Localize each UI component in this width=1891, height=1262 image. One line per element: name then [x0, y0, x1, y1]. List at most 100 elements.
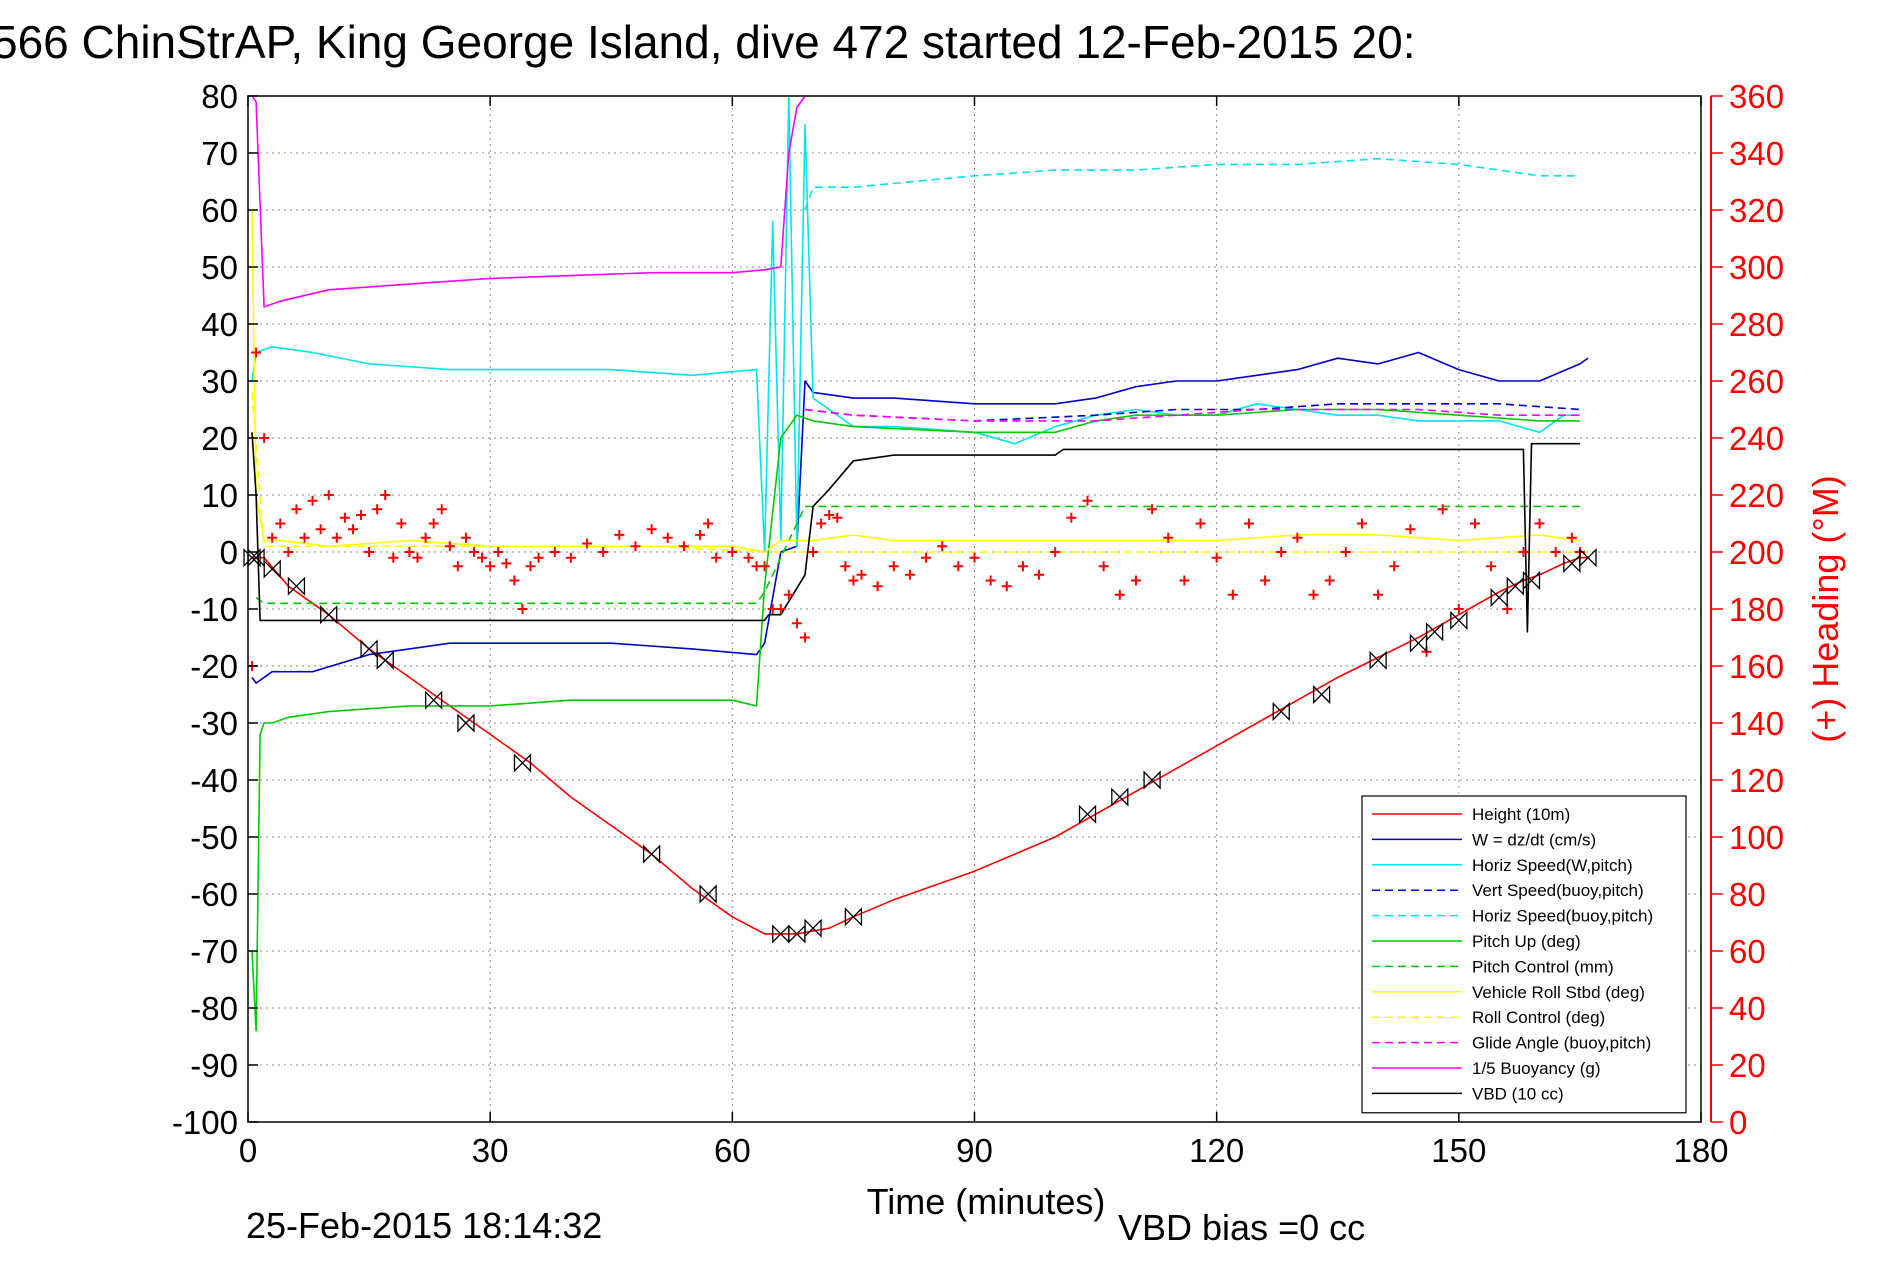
heading-point — [307, 495, 318, 506]
y2-tick-label: 360 — [1729, 78, 1784, 115]
heading-point — [921, 552, 932, 563]
x-tick-label: 0 — [239, 1132, 257, 1169]
y-tick-label: -40 — [190, 762, 238, 799]
heading-point — [1034, 569, 1045, 580]
heading-point — [799, 632, 810, 643]
chart-title: 566 ChinStrAP, King George Island, dive … — [0, 16, 1416, 68]
height-marker — [1078, 804, 1097, 824]
y2-tick-label: 0 — [1729, 1104, 1747, 1141]
height-marker — [320, 605, 338, 625]
footer-vbd-bias: VBD bias =0 cc — [1118, 1207, 1365, 1248]
x-tick-label: 180 — [1673, 1132, 1728, 1169]
heading-point — [1276, 547, 1287, 557]
heading-point — [1130, 575, 1141, 586]
heading-point — [1356, 518, 1367, 529]
heading-point — [1114, 589, 1125, 600]
heading-point — [856, 569, 867, 580]
y2-tick-label: 220 — [1729, 477, 1784, 514]
height-marker — [263, 559, 281, 579]
height-marker — [1312, 684, 1331, 705]
heading-point — [695, 529, 706, 540]
heading-point — [380, 490, 391, 500]
y2-axis-label: (+) Heading (°M) — [1805, 475, 1846, 742]
heading-point — [662, 532, 673, 543]
series-line-9 — [804, 408, 1580, 422]
y-tick-label: -50 — [190, 819, 238, 856]
heading-point — [339, 512, 350, 523]
y-tick-label: 70 — [201, 135, 238, 172]
series-line-6 — [255, 505, 1580, 605]
heading-point — [396, 518, 407, 529]
heading-point — [259, 433, 270, 443]
heading-point — [251, 347, 262, 358]
heading-point — [1179, 575, 1190, 586]
y2-tick-label: 100 — [1729, 819, 1784, 856]
y2-tick-label: 240 — [1729, 420, 1784, 457]
heading-point — [824, 509, 835, 520]
y2-tick-label: 200 — [1729, 534, 1784, 571]
x-tick-label: 30 — [472, 1132, 509, 1169]
y-tick-label: -60 — [190, 876, 238, 913]
height-marker — [642, 844, 661, 864]
legend-entry: Glide Angle (buoy,pitch) — [1472, 1034, 1651, 1053]
heading-point — [1163, 532, 1174, 543]
legend: Height (10m) W = dz/dt (cm/s) Horiz Speed(… — [1361, 795, 1687, 1114]
series-line-1 — [251, 351, 1589, 684]
x-tick-label: 60 — [714, 1132, 751, 1169]
y-tick-label: 40 — [201, 306, 238, 343]
legend-entry: Horiz Speed(buoy,pitch) — [1472, 907, 1653, 926]
heading-point — [1050, 547, 1061, 557]
legend-entry: Horiz Speed(W,pitch) — [1472, 856, 1633, 875]
heading-point — [969, 552, 980, 563]
heading-point — [816, 518, 827, 529]
y-tick-label: 50 — [201, 249, 238, 286]
heading-point — [1373, 589, 1384, 600]
y-tick-label: 30 — [201, 363, 238, 400]
heading-point — [1243, 518, 1254, 529]
y2-tick-label: 280 — [1729, 306, 1784, 343]
heading-point — [1082, 495, 1093, 506]
heading-point — [598, 547, 609, 557]
heading-point — [1066, 512, 1077, 523]
legend-entry: W = dz/dt (cm/s) — [1472, 830, 1596, 849]
heading-point — [1147, 504, 1158, 515]
heading-point — [1211, 552, 1222, 563]
heading-point — [711, 552, 722, 563]
x-tick-label: 120 — [1189, 1132, 1244, 1169]
y-tick-label: 0 — [220, 534, 238, 571]
heading-point — [1227, 589, 1238, 600]
legend-entry: VBD (10 cc) — [1472, 1084, 1564, 1103]
heading-point — [1405, 524, 1416, 535]
heading-point — [703, 518, 714, 529]
heading-point — [469, 547, 480, 557]
height-marker — [360, 639, 378, 659]
heading-point — [452, 561, 463, 572]
height-marker — [425, 690, 443, 710]
heading-point — [646, 524, 657, 535]
y2-axis: 3603403203002802602402202001801601401201… — [1710, 78, 1784, 1141]
height-marker — [1369, 650, 1387, 670]
heading-point — [331, 532, 342, 543]
heading-point — [364, 547, 375, 557]
heading-point — [1453, 604, 1464, 614]
legend-entry: Vert Speed(buoy,pitch) — [1472, 881, 1644, 900]
heading-point — [347, 524, 358, 535]
heading-point — [356, 509, 367, 520]
y2-tick-label: 320 — [1729, 192, 1784, 229]
heading-point — [759, 561, 770, 572]
heading-point — [565, 552, 576, 563]
height-marker — [1272, 702, 1290, 722]
heading-point — [1195, 518, 1206, 529]
legend-box — [1361, 795, 1687, 1114]
heading-point — [743, 552, 754, 563]
y2-tick-label: 40 — [1729, 990, 1766, 1027]
heading-point — [412, 552, 423, 563]
heading-point — [678, 541, 689, 552]
heading-point — [937, 541, 948, 552]
height-marker — [804, 918, 822, 938]
heading-point — [614, 529, 625, 540]
heading-point — [291, 504, 302, 515]
y2-tick-label: 260 — [1729, 363, 1784, 400]
heading-point — [888, 561, 899, 572]
heading-point — [840, 561, 851, 572]
